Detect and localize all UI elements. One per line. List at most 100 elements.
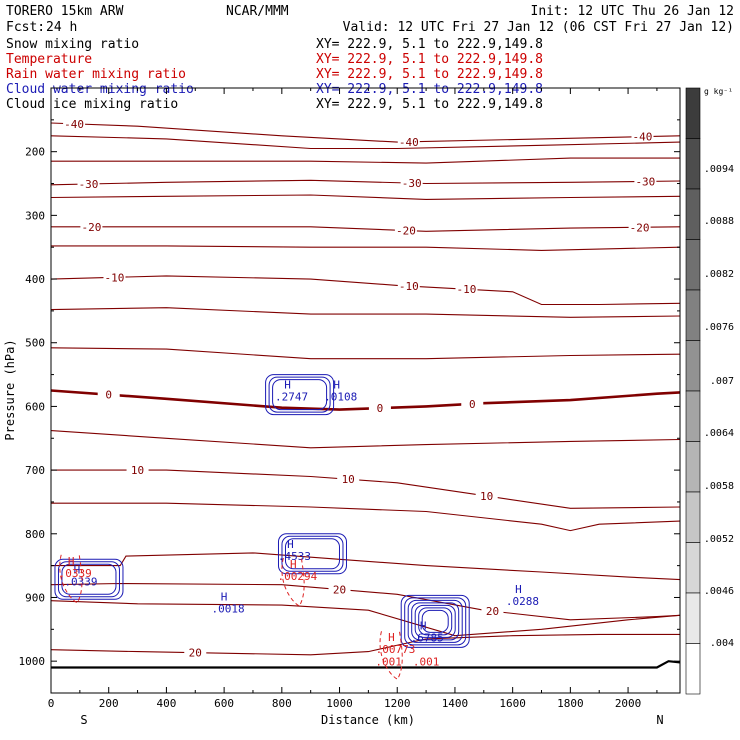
isotherm-label-bg [461, 397, 484, 410]
colorbar-cell [685, 390, 701, 442]
field-xsection: XY= 222.9, 5.1 to 222.9,149.8 [316, 67, 543, 82]
isotherm-label-bg [184, 646, 207, 659]
isotherm-label: 0 [469, 398, 476, 411]
init-time: Init: 12 UTC Thu 26 Jan 12 [531, 4, 735, 19]
isotherm-label-bg [400, 177, 423, 190]
isotherm-label: -40 [64, 118, 84, 131]
header: TORERO 15km ARW NCAR/MMM Init: 12 UTC Th… [6, 4, 734, 35]
isotherm-line [51, 600, 680, 637]
field-xsection: XY= 222.9, 5.1 to 222.9,149.8 [316, 37, 543, 52]
cloud-water-max-label: H [221, 591, 228, 604]
field-xsection: XY= 222.9, 5.1 to 222.9,149.8 [316, 97, 543, 112]
cloud-water-contour [265, 374, 335, 416]
cloud-water-contour [272, 379, 328, 411]
colorbar-tick-label: .0058 [704, 481, 734, 492]
colorbar-tick-label: .004 [710, 638, 734, 649]
contour-layer: -40 -40 -40 -30 -30 -30 -20 -20 -20 -10 -10 -10 0 0 0 1… [51, 117, 680, 680]
colorbar-tick-label: .0082 [704, 269, 734, 280]
cloud-water-max-value: .2747 [275, 391, 308, 404]
rain-max-label: H [68, 555, 75, 568]
cloud-water-contour [407, 599, 463, 643]
y-tick-label: 400 [25, 273, 45, 286]
cloud-water-contour [418, 607, 453, 636]
y-tick-label: 700 [25, 464, 45, 477]
cloud-water-max-label: H [420, 619, 427, 632]
isotherm-label: 10 [131, 464, 144, 477]
cloud-water-contour [54, 558, 124, 600]
isotherm-line [51, 157, 680, 164]
colorbar-tick-label: .0052 [704, 534, 734, 545]
isotherm-line [51, 633, 680, 656]
colorbar-tick-label: .007 [710, 376, 734, 387]
colorbar-tick-label: .0046 [704, 586, 734, 597]
isotherm-label-bg [337, 473, 360, 486]
isotherm-label: -30 [635, 175, 655, 188]
isotherm-line [51, 582, 680, 621]
y-tick-label: 600 [25, 400, 45, 413]
cloud-water-max-value: .4533 [278, 550, 311, 563]
y-tick-label: 500 [25, 337, 45, 350]
isotherm-line [51, 389, 680, 411]
colorbar-cell [685, 542, 701, 594]
isotherm-label: 10 [480, 490, 493, 503]
isotherm-line [51, 275, 680, 306]
isotherm-line [51, 307, 680, 318]
cloud-water-contour [411, 602, 460, 641]
endpoint-right-label: N [656, 713, 663, 727]
y-tick-label: 1000 [19, 655, 46, 668]
isotherm-label-bg [328, 583, 351, 596]
cloud-water-contour [400, 594, 470, 648]
x-axis-title: Distance (km) [321, 713, 415, 727]
isotherm-line [51, 194, 680, 200]
cloud-water-max-label: H [333, 379, 340, 392]
colorbar-cell [685, 491, 701, 543]
cloud-water-contour [277, 533, 347, 575]
y-tick-label: 300 [25, 209, 45, 222]
colorbar-tick-label: .0076 [704, 322, 734, 333]
cloud-water-max-label: H [515, 583, 522, 596]
field-name: Snow mixing ratio [6, 37, 139, 52]
isotherm-line [51, 179, 680, 186]
field-name: Cloud ice mixing ratio [6, 97, 178, 112]
fcst-label: Fcst: [6, 20, 45, 35]
cloud-water-max-value: .0339 [64, 575, 97, 588]
x-tick-label: 600 [214, 697, 234, 710]
isotherm-label-bg [80, 220, 103, 233]
cloud-water-contour [281, 535, 344, 572]
isotherm-line [51, 135, 680, 150]
endpoint-left-label: S [80, 713, 87, 727]
isotherm-line [51, 245, 680, 251]
x-tick-label: 1600 [499, 697, 526, 710]
isotherm-line [51, 347, 680, 360]
isotherm-label: -20 [396, 225, 416, 238]
plot-frame [50, 87, 681, 694]
isotherm-label-bg [455, 283, 478, 296]
isotherm-label: -10 [457, 283, 477, 296]
isotherm-label-bg [97, 388, 120, 401]
colorbar-cell [685, 643, 701, 695]
isotherm-label-bg [394, 224, 417, 237]
field-xsection: XY= 222.9, 5.1 to 222.9,149.8 [316, 52, 543, 67]
isotherm-label-bg [634, 175, 657, 188]
x-tick-label: 1400 [442, 697, 469, 710]
center-title: NCAR/MMM [226, 4, 289, 19]
isotherm-label: -20 [630, 221, 650, 234]
cloud-water-contour [404, 597, 467, 646]
cloud-water-contour [421, 609, 449, 633]
field-name: Temperature [6, 52, 92, 67]
isotherm-line [51, 122, 680, 143]
x-tick-label: 800 [272, 697, 292, 710]
valid-time: Valid: 12 UTC Fri 27 Jan 12 (06 CST Fri … [343, 20, 734, 35]
colorbar-tick-label: .0094 [704, 164, 734, 175]
x-tick-label: 0 [48, 697, 55, 710]
rain-max-label: H [388, 631, 395, 644]
colorbar-cell [685, 188, 701, 240]
isotherm-label: -10 [105, 271, 125, 284]
rain-contour-label: .001 [413, 656, 440, 669]
y-tick-label: 900 [25, 591, 45, 604]
terrain-line [51, 660, 680, 669]
y-tick-label: 800 [25, 528, 45, 541]
rain-contour-label: .001 [375, 656, 402, 669]
isotherm-label-bg [126, 464, 149, 477]
isotherm-label: 20 [486, 605, 499, 618]
